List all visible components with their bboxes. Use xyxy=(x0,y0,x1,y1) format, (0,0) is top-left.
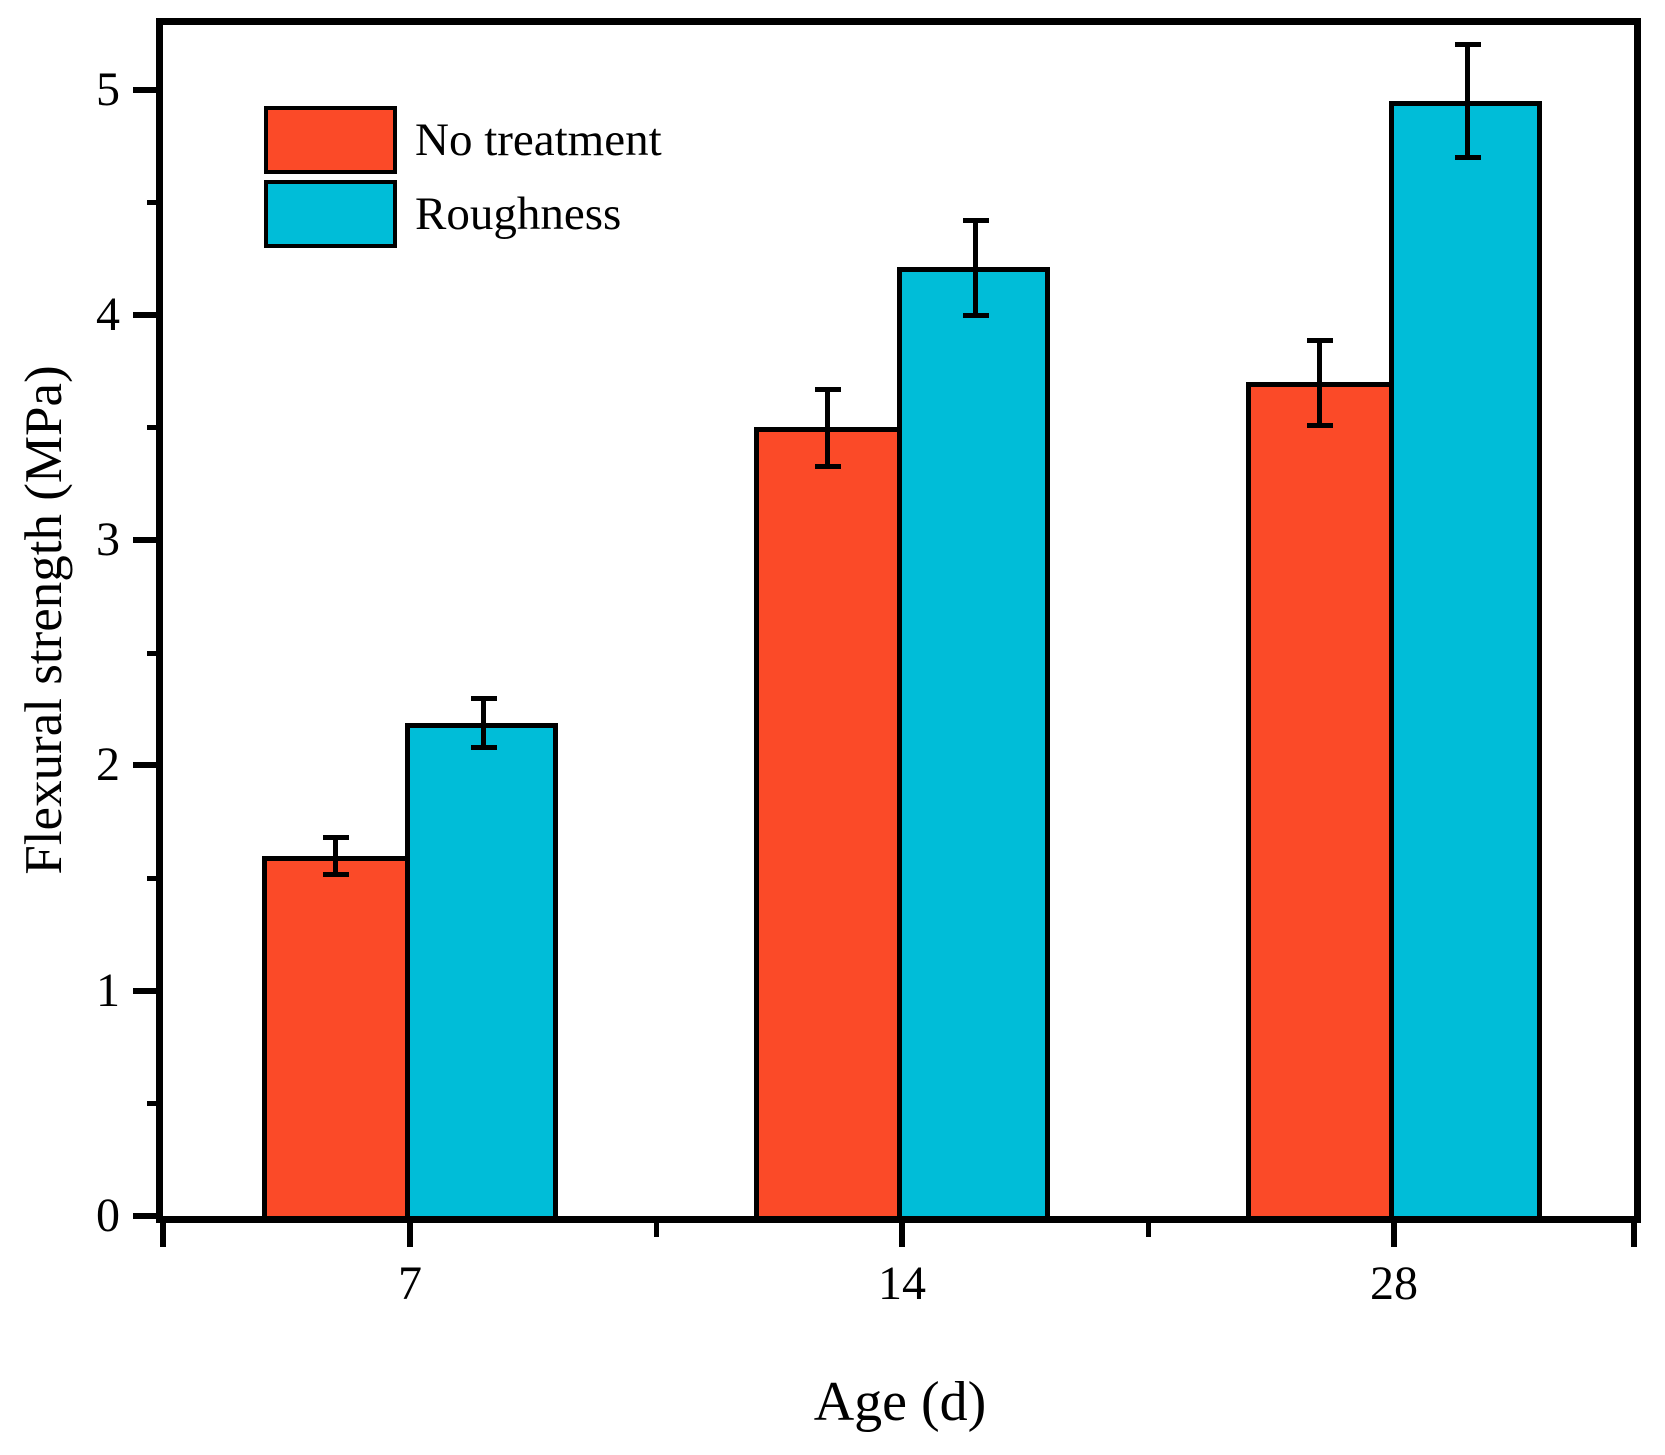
error-bar-roughness-14d xyxy=(963,218,989,224)
y-minor-tick xyxy=(147,1101,163,1107)
error-bar-no-treatment-28d xyxy=(1307,423,1333,429)
error-bar-roughness-14d xyxy=(973,220,978,315)
legend-swatch-roughness xyxy=(264,180,397,248)
y-major-tick xyxy=(133,86,163,93)
x-major-tick xyxy=(407,1223,413,1247)
bar-roughness-7d xyxy=(405,722,558,1216)
x-tick-label: 28 xyxy=(1370,1257,1418,1310)
bar-no-treatment-28d xyxy=(1246,382,1394,1216)
legend-item-no-treatment: No treatment xyxy=(264,106,662,174)
y-minor-tick xyxy=(147,200,163,206)
error-bar-no-treatment-14d xyxy=(825,389,830,466)
error-bar-roughness-28d xyxy=(1465,44,1470,158)
legend: No treatment Roughness xyxy=(264,106,662,254)
y-major-tick xyxy=(133,987,163,994)
error-bar-no-treatment-28d xyxy=(1317,339,1322,426)
x-minor-tick xyxy=(1146,1223,1151,1237)
y-tick-label: 1 xyxy=(96,963,120,1017)
bar-no-treatment-14d xyxy=(754,427,902,1216)
legend-swatch-no-treatment xyxy=(264,106,397,174)
legend-label-no-treatment: No treatment xyxy=(415,114,662,166)
error-bar-roughness-28d xyxy=(1455,42,1481,48)
bar-roughness-14d xyxy=(897,267,1050,1216)
y-tick-label: 4 xyxy=(96,287,120,341)
error-bar-roughness-14d xyxy=(963,312,989,318)
error-bar-roughness-28d xyxy=(1455,155,1481,161)
y-tick-label: 2 xyxy=(96,738,120,792)
x-axis-title: Age (d) xyxy=(813,1371,987,1433)
error-bar-no-treatment-7d xyxy=(323,835,349,841)
error-bar-no-treatment-14d xyxy=(815,463,841,469)
y-major-tick xyxy=(133,762,163,769)
y-tick-label: 0 xyxy=(96,1189,120,1242)
bar-roughness-28d xyxy=(1389,100,1542,1216)
y-major-tick xyxy=(133,311,163,318)
error-bar-no-treatment-7d xyxy=(323,871,349,877)
y-minor-tick xyxy=(147,425,163,431)
error-bar-roughness-7d xyxy=(471,745,497,751)
y-tick-label: 3 xyxy=(96,513,120,567)
y-major-tick xyxy=(133,537,163,544)
x-edge-tick xyxy=(160,1223,166,1247)
x-major-tick xyxy=(1391,1223,1397,1247)
legend-item-roughness: Roughness xyxy=(264,180,662,248)
y-axis-title: Flexural strength (MPa) xyxy=(15,365,73,875)
error-bar-no-treatment-14d xyxy=(815,387,841,393)
y-minor-tick xyxy=(147,876,163,882)
bar-no-treatment-7d xyxy=(262,855,410,1216)
y-tick-label: 5 xyxy=(96,62,120,116)
y-minor-tick xyxy=(147,650,163,656)
x-tick-label: 7 xyxy=(398,1257,422,1310)
y-major-tick xyxy=(133,1213,163,1219)
legend-label-roughness: Roughness xyxy=(415,188,622,240)
error-bar-roughness-7d xyxy=(481,697,486,748)
error-bar-no-treatment-7d xyxy=(333,837,338,874)
x-major-tick xyxy=(899,1223,905,1247)
x-tick-label: 14 xyxy=(878,1257,926,1310)
error-bar-roughness-7d xyxy=(471,695,497,701)
x-edge-tick xyxy=(1631,1223,1637,1247)
x-minor-tick xyxy=(654,1223,659,1237)
error-bar-no-treatment-28d xyxy=(1307,337,1333,343)
